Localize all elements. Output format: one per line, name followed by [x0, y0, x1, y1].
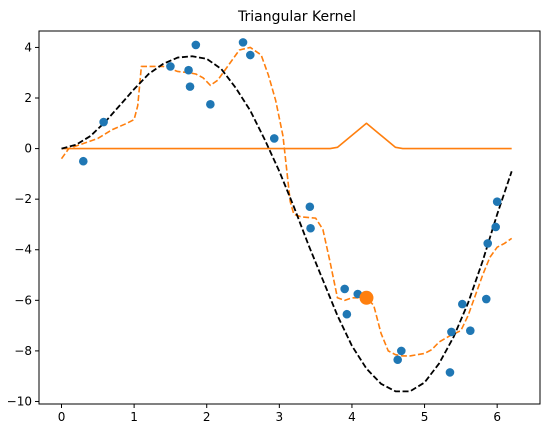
- y-tick-label: −2: [14, 192, 32, 206]
- x-tick-label: 0: [58, 410, 66, 424]
- plot-layer: [60, 38, 513, 393]
- observation-point: [483, 239, 493, 248]
- observation-point: [191, 40, 201, 50]
- x-tick-label: 1: [130, 410, 138, 424]
- axes-layer: 0 1 2 3 4 5 6 −10 −8 −6 −4 −2 0 2 4: [7, 30, 541, 424]
- observation-point: [481, 294, 491, 304]
- x-tick-label: 3: [276, 410, 284, 424]
- observation-point: [445, 368, 455, 377]
- observation-point: [458, 299, 467, 309]
- observation-point: [492, 197, 502, 206]
- y-tick-label: −8: [14, 344, 32, 358]
- observation-point: [340, 284, 349, 294]
- y-tick-label: 0: [24, 142, 32, 156]
- x-tick-label: 2: [203, 410, 211, 424]
- y-tick-label: −10: [7, 394, 32, 408]
- x-tick-label: 4: [348, 410, 356, 424]
- observation-point: [306, 223, 315, 233]
- observation-point: [269, 134, 279, 143]
- plot-content: [60, 38, 513, 393]
- observation-point: [342, 309, 352, 319]
- observation-point: [447, 327, 456, 337]
- y-tick-label: −4: [14, 243, 32, 257]
- chart-title: Triangular Kernel: [237, 9, 356, 25]
- y-tick-label: 2: [24, 91, 32, 105]
- axes-frame: [38, 30, 541, 405]
- observation-point: [238, 38, 248, 47]
- observation-point: [305, 202, 315, 212]
- observation-point: [466, 326, 475, 335]
- observation-point: [185, 82, 195, 91]
- observation-point: [99, 117, 108, 127]
- x-tick-label: 6: [493, 410, 501, 424]
- y-tick-label: 4: [24, 40, 32, 54]
- kernel-weight-line: [61, 122, 512, 150]
- x-tick-label: 5: [421, 410, 429, 424]
- observation-point: [78, 156, 88, 166]
- observation-point: [397, 346, 406, 356]
- observation-point: [206, 100, 215, 109]
- observation-point: [393, 355, 402, 365]
- observation-point: [245, 50, 255, 60]
- true-function-line: [61, 55, 513, 393]
- observation-point: [166, 62, 175, 71]
- highlight-point: [359, 290, 374, 305]
- observation-point: [184, 65, 193, 75]
- observation-point: [491, 222, 501, 232]
- y-tick-label: −6: [14, 293, 32, 307]
